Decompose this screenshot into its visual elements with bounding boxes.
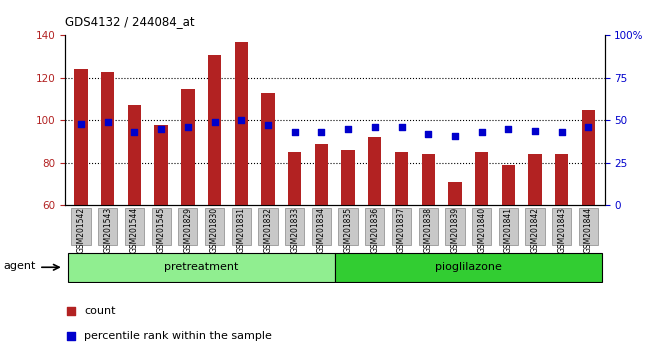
FancyBboxPatch shape <box>335 253 602 282</box>
Text: pretreatment: pretreatment <box>164 262 239 272</box>
Text: GSM201543: GSM201543 <box>103 207 112 253</box>
FancyBboxPatch shape <box>472 208 491 245</box>
Bar <box>101 72 114 205</box>
Text: GSM201835: GSM201835 <box>344 207 352 253</box>
Bar <box>395 152 408 205</box>
Point <box>209 119 220 125</box>
Bar <box>235 42 248 205</box>
Point <box>556 130 567 135</box>
Text: GSM201838: GSM201838 <box>424 207 433 253</box>
FancyBboxPatch shape <box>68 253 335 282</box>
Text: GSM201840: GSM201840 <box>477 207 486 253</box>
Text: GSM201833: GSM201833 <box>290 207 299 253</box>
Text: GSM201829: GSM201829 <box>183 207 192 253</box>
FancyBboxPatch shape <box>178 208 198 245</box>
FancyBboxPatch shape <box>151 208 171 245</box>
FancyBboxPatch shape <box>205 208 224 245</box>
Point <box>236 118 246 123</box>
Text: GSM201542: GSM201542 <box>77 207 86 253</box>
Text: GSM201830: GSM201830 <box>210 207 219 253</box>
FancyBboxPatch shape <box>258 208 278 245</box>
Text: GDS4132 / 244084_at: GDS4132 / 244084_at <box>65 15 194 28</box>
Bar <box>422 154 435 205</box>
FancyBboxPatch shape <box>552 208 571 245</box>
Bar <box>74 69 88 205</box>
Point <box>103 119 113 125</box>
FancyBboxPatch shape <box>392 208 411 245</box>
Text: percentile rank within the sample: percentile rank within the sample <box>84 331 272 341</box>
FancyBboxPatch shape <box>445 208 465 245</box>
Point <box>370 124 380 130</box>
Point <box>396 124 407 130</box>
Bar <box>315 144 328 205</box>
Bar <box>128 105 141 205</box>
FancyBboxPatch shape <box>339 208 358 245</box>
Text: GSM201831: GSM201831 <box>237 207 246 253</box>
Point <box>503 126 514 132</box>
Text: GSM201836: GSM201836 <box>370 207 380 253</box>
Point <box>156 126 166 132</box>
FancyBboxPatch shape <box>125 208 144 245</box>
Text: pioglilazone: pioglilazone <box>435 262 502 272</box>
Point <box>476 130 487 135</box>
Bar <box>368 137 382 205</box>
Bar <box>341 150 355 205</box>
Point <box>263 122 273 128</box>
Bar <box>288 152 302 205</box>
FancyBboxPatch shape <box>419 208 438 245</box>
Point <box>343 126 354 132</box>
Bar <box>475 152 488 205</box>
FancyBboxPatch shape <box>365 208 384 245</box>
FancyBboxPatch shape <box>525 208 545 245</box>
Point <box>76 121 86 127</box>
Point <box>66 308 77 314</box>
Text: GSM201844: GSM201844 <box>584 207 593 253</box>
Point <box>289 130 300 135</box>
Text: GSM201834: GSM201834 <box>317 207 326 253</box>
Point <box>423 131 434 137</box>
Text: GSM201841: GSM201841 <box>504 207 513 253</box>
Point <box>530 128 540 133</box>
FancyBboxPatch shape <box>285 208 304 245</box>
Bar <box>582 110 595 205</box>
FancyBboxPatch shape <box>312 208 331 245</box>
Bar <box>448 182 461 205</box>
FancyBboxPatch shape <box>231 208 251 245</box>
Point <box>583 124 593 130</box>
FancyBboxPatch shape <box>499 208 518 245</box>
FancyBboxPatch shape <box>98 208 118 245</box>
Text: GSM201839: GSM201839 <box>450 207 460 253</box>
Text: count: count <box>84 306 116 316</box>
Text: GSM201842: GSM201842 <box>530 207 540 253</box>
Bar <box>261 93 275 205</box>
Text: GSM201843: GSM201843 <box>557 207 566 253</box>
Bar <box>502 165 515 205</box>
Text: GSM201837: GSM201837 <box>397 207 406 253</box>
Bar <box>181 88 194 205</box>
Bar <box>208 55 221 205</box>
Text: GSM201544: GSM201544 <box>130 207 139 253</box>
Text: GSM201545: GSM201545 <box>157 207 166 253</box>
Text: GSM201832: GSM201832 <box>263 207 272 253</box>
Point <box>450 133 460 138</box>
Bar <box>555 154 569 205</box>
Bar <box>155 125 168 205</box>
FancyBboxPatch shape <box>72 208 90 245</box>
Point <box>129 130 140 135</box>
Point <box>316 130 326 135</box>
Bar <box>528 154 541 205</box>
FancyBboxPatch shape <box>579 208 598 245</box>
Point <box>183 124 193 130</box>
Text: agent: agent <box>3 261 36 271</box>
Point <box>66 333 77 339</box>
